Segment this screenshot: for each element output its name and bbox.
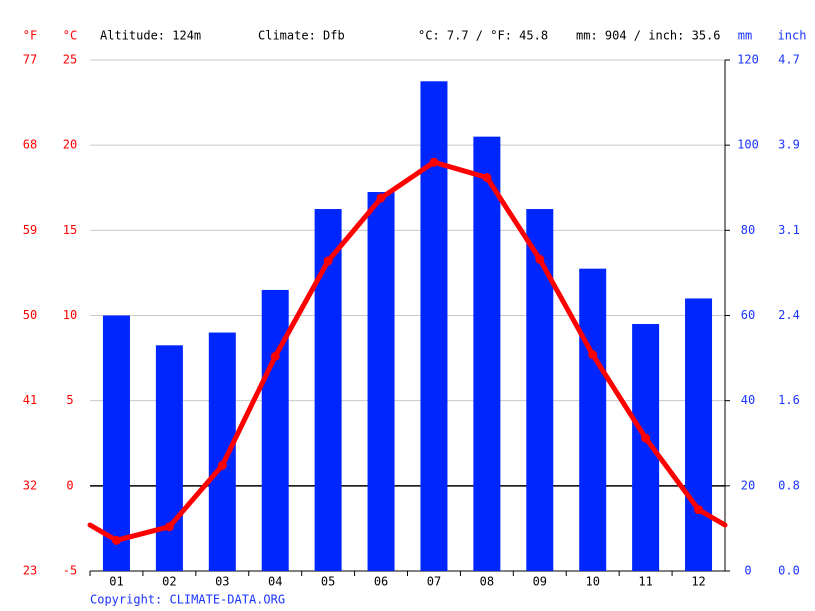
line-wrap [696, 507, 728, 528]
y4-tick-label: 0.0 [778, 564, 800, 578]
f-tick-label: 41 [23, 393, 37, 407]
y2-tick-label: 0 [744, 564, 751, 578]
footer: Copyright: CLIMATE-DATA.ORG [90, 593, 285, 607]
bar [579, 268, 607, 571]
y-tick-label: 25 [63, 53, 77, 67]
x-tick-label: 05 [321, 575, 335, 589]
y2-tick-label: 40 [741, 393, 755, 407]
x-tick-label: 12 [691, 575, 705, 589]
x-tick-label: 02 [162, 575, 176, 589]
bar [685, 298, 713, 571]
c-unit: °C [63, 29, 77, 43]
f-unit: °F [23, 29, 37, 43]
x-tick-label: 08 [480, 575, 494, 589]
y4-tick-label: 3.1 [778, 223, 800, 237]
point [376, 193, 386, 203]
y-tick-label: 10 [63, 308, 77, 322]
x-tick-label: 04 [268, 575, 282, 589]
bar [473, 136, 501, 571]
x-tick-label: 10 [585, 575, 599, 589]
bar [367, 192, 395, 571]
annotation: °C: 7.7 / °F: 45.8 [418, 29, 548, 43]
annotation: mm: 904 / inch: 35.6 [576, 29, 721, 43]
bar [420, 81, 448, 572]
y2-tick-label: 80 [741, 223, 755, 237]
x-tick-label: 11 [638, 575, 652, 589]
y2-tick-label: 100 [737, 138, 759, 152]
mm-unit: mm [738, 29, 752, 43]
f-tick-label: 68 [23, 138, 37, 152]
y4-tick-label: 4.7 [778, 53, 800, 67]
annotation: Climate: Dfb [258, 29, 345, 43]
point [535, 254, 545, 264]
f-tick-label: 77 [23, 53, 37, 67]
y-tick-label: 15 [63, 223, 77, 237]
y2-tick-label: 20 [741, 478, 755, 492]
point [588, 350, 598, 360]
f-tick-label: 59 [23, 223, 37, 237]
y4-tick-label: 2.4 [778, 308, 800, 322]
y4-tick-label: 1.6 [778, 393, 800, 407]
point [482, 173, 492, 183]
point [641, 433, 651, 443]
x-tick-label: 06 [374, 575, 388, 589]
f-tick-label: 50 [23, 308, 37, 322]
y4-tick-label: 0.8 [778, 478, 800, 492]
f-tick-label: 32 [23, 478, 37, 492]
inch-unit: inch [778, 29, 807, 43]
bar [102, 315, 130, 571]
x-tick-label: 07 [427, 575, 441, 589]
y-tick-label: 5 [66, 393, 73, 407]
x-tick-label: 09 [533, 575, 547, 589]
line-wrap [87, 522, 119, 543]
bar [155, 345, 183, 571]
f-tick-label: 23 [23, 564, 37, 578]
point [429, 157, 439, 167]
y-tick-label: 0 [66, 478, 73, 492]
point [323, 256, 333, 266]
bar [208, 332, 236, 571]
y2-tick-label: 120 [737, 53, 759, 67]
bar [261, 289, 289, 571]
point [111, 535, 121, 545]
point [694, 505, 704, 515]
y4-tick-label: 3.9 [778, 138, 800, 152]
annotation: Altitude: 124m [100, 29, 201, 43]
bar [314, 209, 342, 571]
y2-tick-label: 60 [741, 308, 755, 322]
y-tick-label: -5 [63, 564, 77, 578]
point [217, 460, 227, 470]
y-tick-label: 20 [63, 138, 77, 152]
point [164, 522, 174, 532]
temperature-line [115, 159, 701, 543]
bar [526, 209, 554, 571]
x-tick-label: 01 [109, 575, 123, 589]
point [270, 351, 280, 361]
x-tick-label: 03 [215, 575, 229, 589]
